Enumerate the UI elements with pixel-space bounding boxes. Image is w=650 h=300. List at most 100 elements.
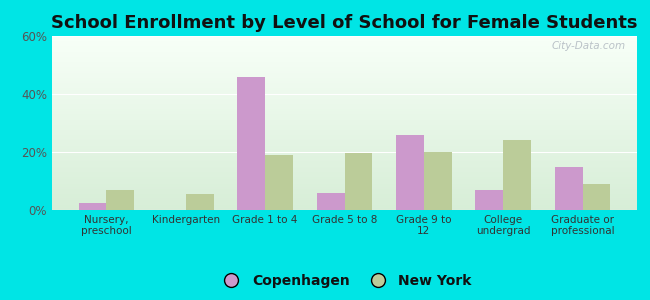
Bar [52,144,637,146]
Bar [52,180,637,182]
Bar [52,196,637,198]
Bar [52,57,637,58]
Bar [52,160,637,161]
Bar [52,170,637,172]
Bar [52,179,637,180]
Bar [52,201,637,203]
Bar [52,151,637,153]
Bar [52,149,637,151]
Bar [52,139,637,140]
Bar [52,134,637,135]
Bar [52,156,637,158]
Bar [52,88,637,90]
Bar [52,53,637,55]
Bar [52,205,637,206]
Bar [52,161,637,163]
Bar [52,64,637,66]
Bar [52,62,637,64]
Bar [52,36,637,38]
Bar [52,69,637,71]
Bar [52,177,637,179]
Bar [52,71,637,73]
Bar [52,40,637,41]
Bar [52,127,637,128]
Bar [52,85,637,86]
Bar [503,140,531,210]
Bar [52,128,637,130]
Bar [237,76,265,210]
Bar [186,194,214,210]
Bar [52,109,637,111]
Bar [52,172,637,173]
Bar [52,208,637,210]
Bar [52,165,637,167]
Bar [52,167,637,168]
Bar [52,189,637,191]
Bar [52,203,637,205]
Bar [52,147,637,149]
Bar [52,73,637,74]
Bar [107,190,134,210]
Bar [52,102,637,104]
Bar [52,107,637,109]
Legend: Copenhagen, New York: Copenhagen, New York [212,268,477,293]
Bar [52,206,637,208]
Bar [52,140,637,142]
Bar [52,38,637,40]
Bar [52,114,637,116]
Bar [52,78,637,80]
Bar [52,191,637,193]
Bar [52,118,637,119]
Bar [52,93,637,95]
Bar [52,50,637,52]
Bar [52,173,637,175]
Bar [52,175,637,177]
Bar [52,119,637,121]
Bar [52,123,637,125]
Bar [52,182,637,184]
Bar [52,58,637,60]
Bar [52,45,637,46]
Bar [52,74,637,76]
Bar [52,43,637,45]
Bar [582,184,610,210]
Bar [424,152,452,210]
Bar [52,130,637,132]
Bar [475,190,503,210]
Bar [52,97,637,99]
Bar [52,142,637,144]
Bar [52,135,637,137]
Bar [52,137,637,139]
Bar [317,193,345,210]
Bar [52,90,637,92]
Bar [52,121,637,123]
Bar [52,67,637,69]
Bar [52,168,637,170]
Bar [52,163,637,165]
Bar [52,41,637,43]
Bar [52,95,637,97]
Bar [52,184,637,186]
Bar [52,146,637,147]
Bar [52,104,637,106]
Bar [52,198,637,200]
Bar [52,153,637,154]
Bar [52,116,637,118]
Text: City-Data.com: City-Data.com [551,41,625,51]
Bar [52,100,637,102]
Bar [52,92,637,93]
Bar [555,167,582,210]
Bar [52,154,637,156]
Bar [52,81,637,83]
Bar [52,52,637,53]
Bar [52,186,637,188]
Bar [52,193,637,194]
Bar [52,48,637,50]
Bar [396,135,424,210]
Bar [52,125,637,127]
Bar [52,55,637,57]
Bar [52,76,637,78]
Bar [52,194,637,196]
Bar [52,99,637,100]
Bar [52,66,637,67]
